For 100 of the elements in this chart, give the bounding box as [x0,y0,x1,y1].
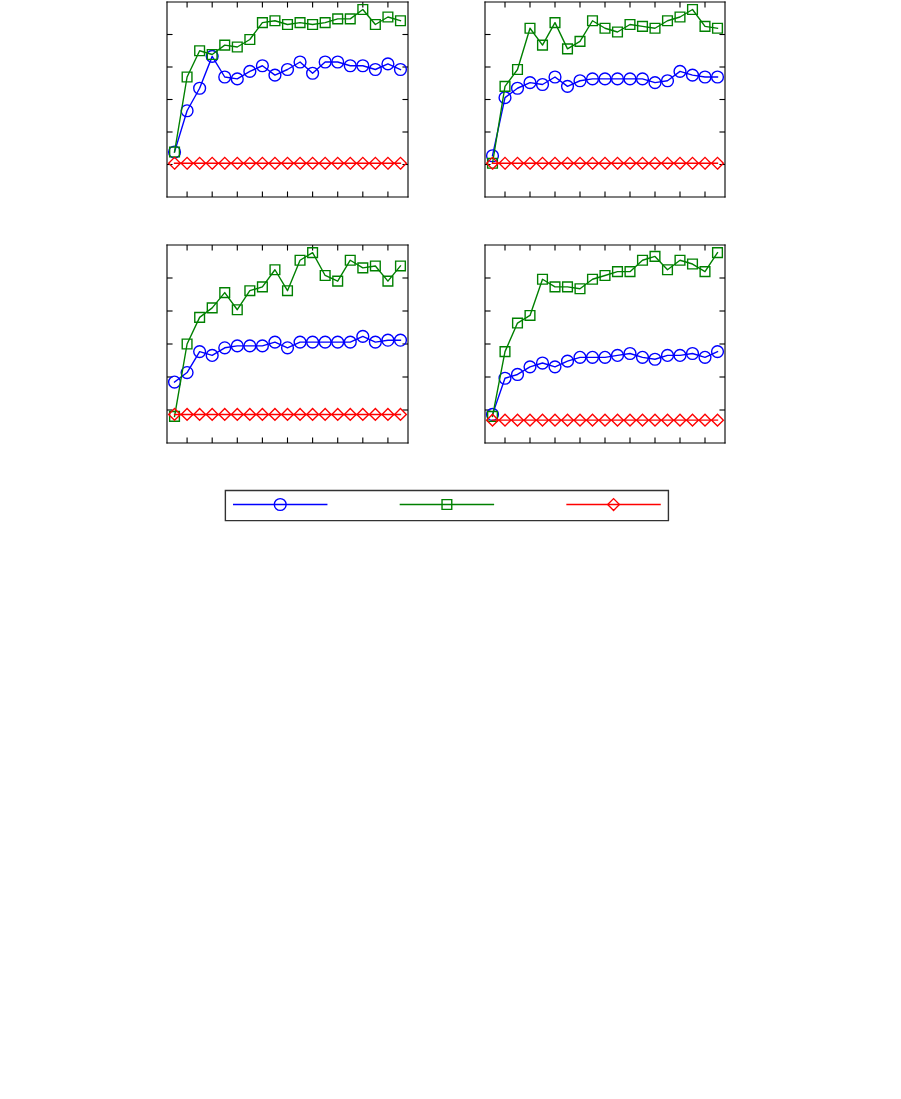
point [685,156,700,170]
point [660,156,675,170]
point [344,13,356,25]
point [535,77,550,92]
point [585,350,600,364]
point [548,70,562,84]
point [610,156,625,170]
point [255,339,269,353]
point [485,149,500,163]
point [281,18,294,31]
point [393,407,408,422]
point [268,68,282,82]
point [343,59,357,73]
point [319,269,331,282]
point [649,250,661,262]
point [524,22,536,34]
point [167,375,182,389]
point [167,156,182,170]
point [635,413,650,427]
point [623,156,637,170]
point [293,156,307,170]
point [535,356,550,370]
point [636,254,649,266]
point [193,81,207,95]
point [573,413,587,427]
point [331,55,345,69]
point [648,352,662,366]
point [230,407,244,422]
point [535,156,550,170]
point [256,17,268,29]
point [585,72,600,86]
point [635,72,650,86]
point [660,348,675,363]
point [219,39,231,51]
point [623,413,637,427]
point [574,283,586,295]
point [255,156,269,170]
point [319,17,331,29]
point [356,59,370,73]
point [181,338,193,350]
point [231,304,243,316]
point [648,413,662,427]
point [510,81,525,95]
point [523,413,537,427]
point [307,247,319,259]
point [293,55,307,69]
point [369,18,381,31]
point [598,413,612,427]
point [561,281,574,293]
point [343,407,357,422]
point [357,262,369,274]
point [394,15,407,27]
point [381,156,395,170]
point [585,156,600,170]
point [180,104,194,118]
point [573,350,587,364]
point [206,302,218,314]
point [369,260,381,272]
point [293,335,307,349]
point [193,345,207,359]
point [624,266,636,278]
point [244,33,256,46]
point [230,339,244,353]
point [268,407,282,422]
point [548,156,562,170]
point [393,62,408,77]
point [393,156,408,170]
point [624,18,636,31]
point [293,407,307,422]
point [574,35,586,47]
point [180,156,194,170]
point [281,285,294,297]
point [548,360,562,374]
point [710,413,725,427]
point [673,156,687,170]
point [648,156,662,170]
point [205,348,219,363]
point [598,156,612,170]
point [255,59,269,73]
point [698,350,712,364]
point [332,275,344,287]
point [219,287,231,299]
point [306,156,320,170]
point [357,3,369,16]
point [585,413,600,427]
point [256,281,268,293]
point [181,71,193,83]
point [610,72,625,86]
point [573,156,587,170]
point [511,317,524,329]
point [699,266,711,278]
point [623,346,637,361]
point [381,333,395,347]
point [549,281,561,293]
point [268,156,282,170]
point [331,407,345,422]
point [511,63,524,76]
point [573,74,587,88]
point [218,341,232,355]
point [598,72,612,86]
